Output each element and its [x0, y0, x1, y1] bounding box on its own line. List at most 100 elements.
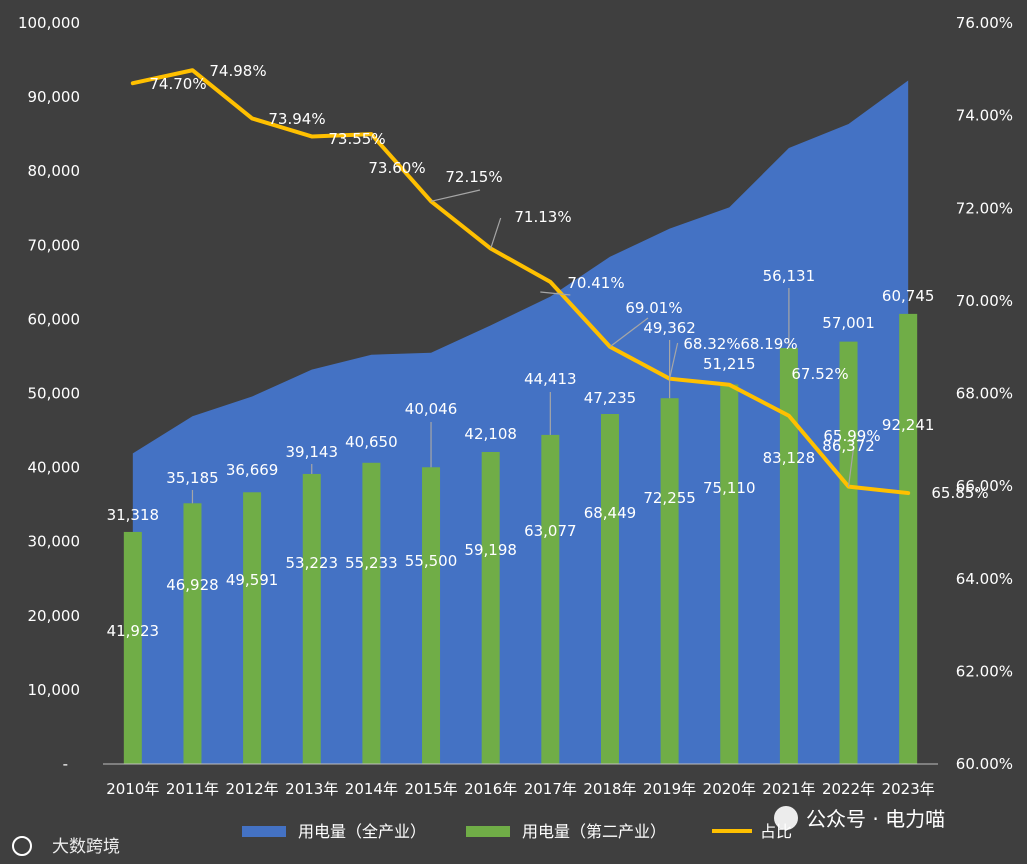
- bar-secondary-11: [779, 348, 798, 764]
- bar-data-label-12: 57,001: [822, 314, 875, 332]
- legend-label-bar: 用电量（第二产业）: [522, 822, 666, 841]
- bar-secondary-4: [362, 462, 381, 764]
- line-data-label-9: 68.32%: [683, 335, 740, 353]
- line-data-label-8: 69.01%: [625, 299, 682, 317]
- bar-secondary-0: [123, 531, 142, 764]
- y-left-tick-label-1: 10,000: [28, 681, 81, 699]
- area-data-label-5: 55,500: [405, 552, 458, 570]
- bar-secondary-3: [302, 473, 321, 764]
- y-right-tick-label-5: 70.00%: [956, 292, 1013, 310]
- bar-secondary-9: [660, 398, 679, 764]
- line-leader-line-8: [609, 317, 649, 348]
- line-data-label-2: 73.94%: [268, 110, 325, 128]
- watermark-left: 大数跨境: [12, 836, 120, 857]
- bar-data-label-4: 40,650: [345, 433, 398, 451]
- x-tick-label-4: 2014年: [345, 780, 398, 798]
- bar-data-label-6: 42,108: [464, 425, 517, 443]
- bar-secondary-1: [183, 503, 202, 764]
- x-tick-label-2: 2012年: [226, 780, 279, 798]
- x-tick-label-12: 2022年: [822, 780, 875, 798]
- y-right-tick-label-7: 74.00%: [956, 107, 1013, 125]
- line-leader-line-5: [430, 189, 481, 202]
- area-data-label-9: 72,255: [643, 489, 696, 507]
- y-right-tick-label-2: 64.00%: [956, 570, 1013, 588]
- line-data-label-6: 71.13%: [514, 208, 571, 226]
- y-left-tick-label-9: 90,000: [28, 88, 81, 106]
- y-right-tick-label-4: 68.00%: [956, 385, 1013, 403]
- line-leader-line-9: [669, 342, 679, 379]
- bar-data-label-1: 35,185: [166, 469, 219, 487]
- x-tick-label-10: 2020年: [703, 780, 756, 798]
- y-left-tick-label-6: 60,000: [28, 310, 81, 328]
- area-data-label-1: 46,928: [166, 576, 219, 594]
- y-right-tick-label-1: 62.00%: [956, 662, 1013, 680]
- data-labels-layer: 41,923 46,928 49,591 53,223 55,233 55,500 59,1…: [107, 62, 989, 640]
- bar-data-label-10: 51,215: [703, 355, 756, 373]
- x-tick-label-3: 2013年: [285, 780, 338, 798]
- y-left-tick-label-4: 40,000: [28, 459, 81, 477]
- area-data-label-13: 92,241: [882, 416, 935, 434]
- legend-swatch-bar: [466, 826, 510, 837]
- y-right-tick-label-8: 76.00%: [956, 14, 1013, 32]
- area-data-label-4: 55,233: [345, 554, 398, 572]
- y-right-tick-label-3: 66.00%: [956, 477, 1013, 495]
- line-data-label-0: 74.70%: [149, 75, 206, 93]
- bar-series-layer: [123, 313, 918, 764]
- area-data-label-10: 75,110: [703, 479, 756, 497]
- watermark-right-text: 公众号 · 电力喵: [806, 807, 945, 831]
- x-tick-label-11: 2021年: [762, 780, 815, 798]
- bar-data-label-9: 49,362: [643, 319, 696, 337]
- bar-data-label-2: 36,669: [226, 461, 279, 479]
- bar-secondary-8: [600, 413, 619, 764]
- line-data-label-11: 67.52%: [791, 365, 848, 383]
- line-leader-line-6: [490, 217, 502, 249]
- leader-lines-layer: [191, 136, 855, 504]
- bar-secondary-12: [839, 341, 858, 764]
- line-data-label-12: 65.99%: [823, 427, 880, 445]
- bar-data-label-3: 39,143: [286, 443, 339, 461]
- y-left-tick-label-2: 20,000: [28, 607, 81, 625]
- area-total-consumption: [132, 80, 909, 764]
- bar-secondary-2: [243, 492, 262, 764]
- x-tick-label-0: 2010年: [106, 780, 159, 798]
- area-data-label-0: 41,923: [107, 622, 160, 640]
- legend-swatch-area: [242, 826, 286, 837]
- line-data-label-3: 73.55%: [328, 130, 385, 148]
- bar-data-label-8: 47,235: [584, 389, 637, 407]
- x-tick-label-7: 2017年: [524, 780, 577, 798]
- wechat-icon: [774, 806, 798, 830]
- bar-secondary-6: [481, 451, 500, 764]
- x-tick-label-9: 2019年: [643, 780, 696, 798]
- watermark-left-text: 大数跨境: [52, 837, 120, 857]
- y-left-tick-label-7: 70,000: [28, 236, 81, 254]
- area-data-label-2: 49,591: [226, 571, 279, 589]
- line-data-label-4: 73.60%: [368, 159, 425, 177]
- line-data-label-1: 74.98%: [209, 62, 266, 80]
- legend-label-area: 用电量（全产业）: [298, 822, 426, 841]
- bar-secondary-10: [720, 384, 739, 764]
- line-data-label-10: 68.19%: [740, 335, 797, 353]
- y-left-tick-label-8: 80,000: [28, 162, 81, 180]
- y-left-tick-label-5: 50,000: [28, 385, 81, 403]
- bar-data-label-7: 44,413: [524, 370, 577, 388]
- bar-secondary-13: [899, 313, 918, 764]
- y-left-tick-label-0: -: [63, 755, 68, 773]
- bar-secondary-5: [422, 467, 441, 764]
- area-data-label-12: 86,372: [822, 437, 875, 455]
- area-series-layer: [132, 80, 909, 764]
- line-leader-line-7: [540, 291, 571, 296]
- area-data-label-8: 68,449: [584, 504, 637, 522]
- bar-secondary-7: [541, 434, 560, 764]
- bar-data-label-11: 56,131: [763, 267, 816, 285]
- y-left-tick-label-10: 100,000: [18, 14, 80, 32]
- area-data-label-11: 83,128: [763, 449, 816, 467]
- x-tick-label-1: 2011年: [166, 780, 219, 798]
- bar-data-label-0: 31,318: [107, 506, 160, 524]
- area-data-label-3: 53,223: [286, 554, 339, 572]
- line-share-series: [130, 68, 911, 496]
- y-left-tick-label-3: 30,000: [28, 533, 81, 551]
- line-data-label-7: 70.41%: [567, 274, 624, 292]
- x-tick-label-5: 2015年: [404, 780, 457, 798]
